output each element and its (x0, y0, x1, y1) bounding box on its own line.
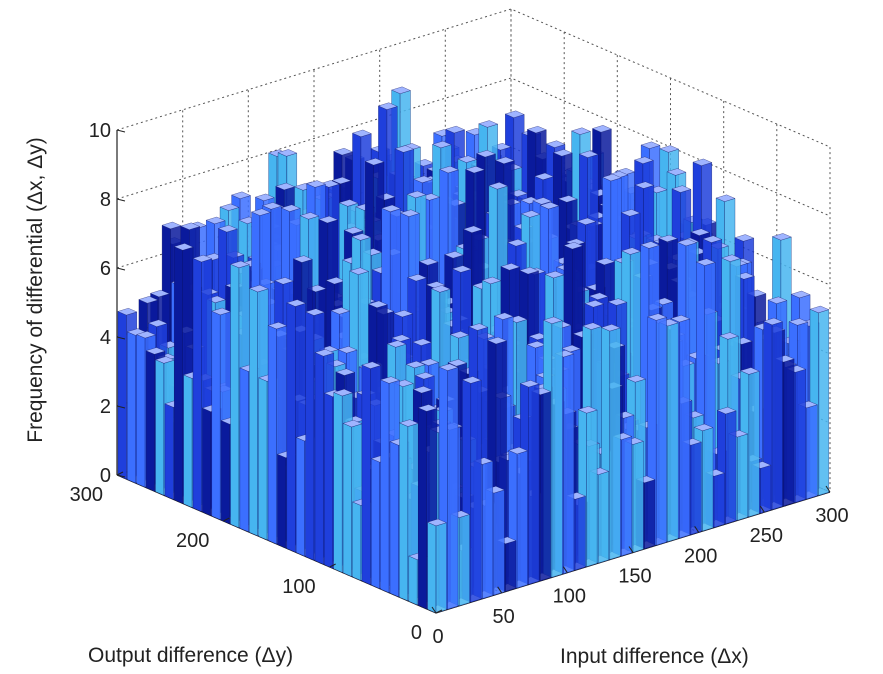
x-tick-label: 100 (553, 586, 586, 608)
y-tick-label: 300 (70, 484, 103, 506)
x-tick-label: 0 (432, 626, 443, 648)
y-axis-label: Output difference (Δy) (88, 644, 293, 667)
x-tick-mark (825, 485, 831, 493)
y-tick-mark (116, 471, 124, 476)
x-tick-label: 150 (618, 566, 651, 588)
z-tick-mark (116, 198, 126, 202)
y-axis-ticks: 0 100 200 300 (70, 471, 443, 644)
z-tick-mark (116, 405, 126, 409)
x-tick-label: 300 (815, 505, 848, 527)
y-tick-mark (329, 563, 336, 568)
x-tick-label: 200 (684, 545, 717, 567)
z-axis-label: Frequency of differential (Δx, Δy) (24, 137, 47, 442)
bar (427, 518, 447, 614)
x-tick-mark (431, 606, 437, 614)
y-tick-label: 200 (176, 530, 209, 552)
bars-group (117, 86, 830, 614)
bar (763, 317, 783, 511)
z-tick-label: 6 (100, 258, 111, 280)
x-tick-mark (628, 546, 634, 553)
y-tick-label: 0 (411, 622, 422, 644)
bar (600, 324, 621, 560)
x-tick-label: 250 (750, 525, 783, 547)
z-tick-label: 10 (89, 120, 111, 142)
z-tick-mark (116, 267, 126, 271)
x-tick-mark (694, 526, 700, 533)
z-tick-label: 2 (100, 396, 111, 418)
x-tick-mark (562, 566, 568, 573)
y-tick-label: 100 (282, 576, 315, 598)
z-tick-label: 0 (100, 465, 111, 487)
z-tick-mark (116, 336, 126, 340)
y-tick-mark (435, 609, 443, 614)
z-axis-ticks: 0 2 4 6 8 10 (89, 120, 126, 487)
x-tick-mark (759, 505, 765, 513)
y-tick-mark (223, 517, 230, 522)
z-tick-label: 4 (100, 327, 111, 349)
z-tick-label: 8 (100, 189, 111, 211)
z-tick-mark (116, 129, 126, 133)
z-gridline (116, 8, 831, 148)
x-axis-label: Input difference (Δx) (560, 645, 749, 668)
z-tick-mark (116, 474, 126, 478)
x-axis-ticks: 0 50 100 150 200 250 300 (431, 485, 849, 648)
x-tick-label: 50 (493, 606, 515, 628)
x-tick-mark (497, 586, 503, 594)
